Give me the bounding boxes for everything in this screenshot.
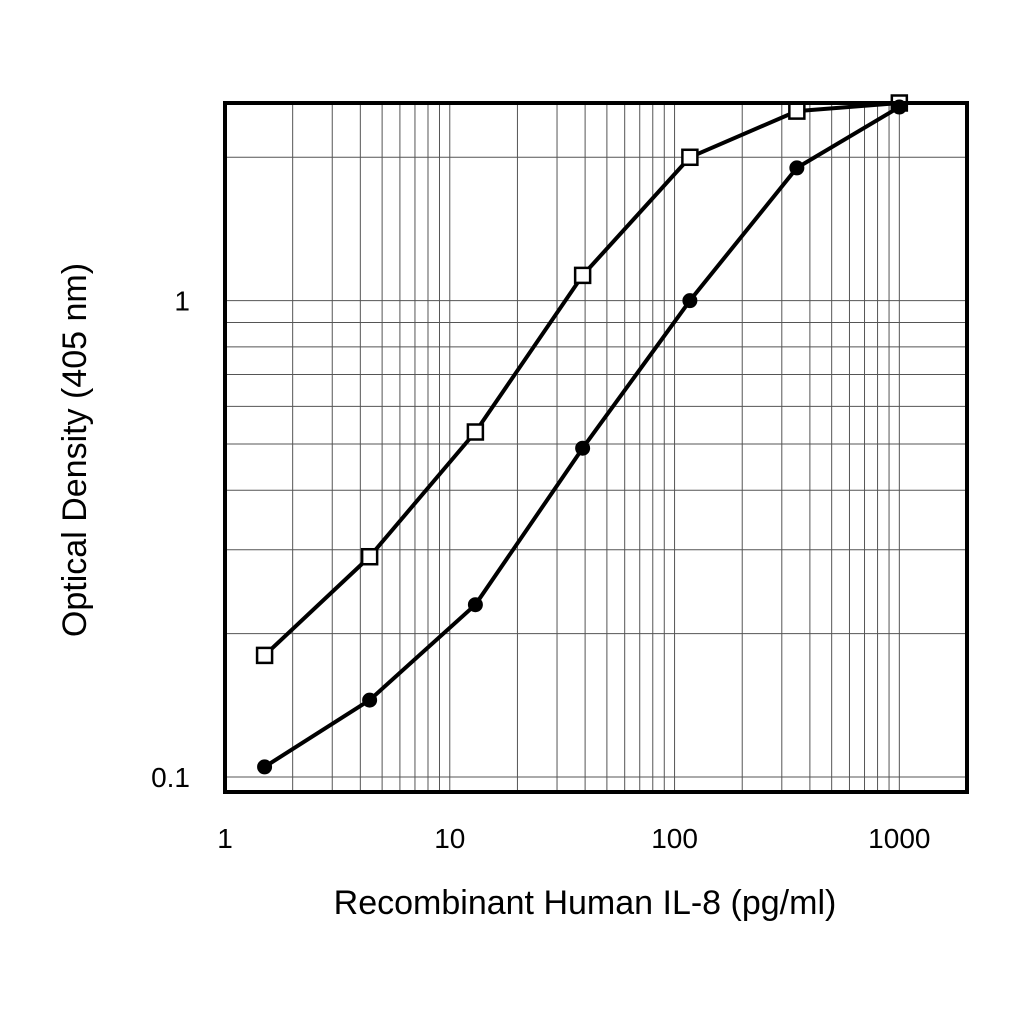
data-point-open-square [573,266,592,285]
data-point-open-square [255,646,274,665]
x-tick-label: 1000 [868,823,930,854]
grid [225,103,967,792]
x-axis-label: Recombinant Human IL-8 (pg/ml) [334,884,837,922]
y-tick-label: 1 [174,286,190,317]
x-tick-label: 100 [651,823,698,854]
x-tick-label: 10 [434,823,465,854]
y-axis-label: Optical Density (405 nm) [56,263,94,637]
y-tick-label: 0.1 [151,762,190,793]
data-point-filled-circle [789,160,805,176]
data-point-open-square [466,423,485,441]
data-point-filled-circle [682,293,698,309]
x-tick-label: 1 [217,823,233,854]
tick-labels: 1 10 100 1000 0.1 1 [151,286,930,854]
data-point-open-square [360,547,379,566]
data-point-open-square [681,148,699,167]
data-point-filled-circle [575,440,591,456]
data-point-filled-circle [257,759,273,775]
data-point-open-square [788,102,806,120]
plot-area-frame [223,101,969,794]
series-group [255,94,909,775]
data-point-filled-circle [467,597,483,613]
data-point-filled-circle [362,692,378,708]
